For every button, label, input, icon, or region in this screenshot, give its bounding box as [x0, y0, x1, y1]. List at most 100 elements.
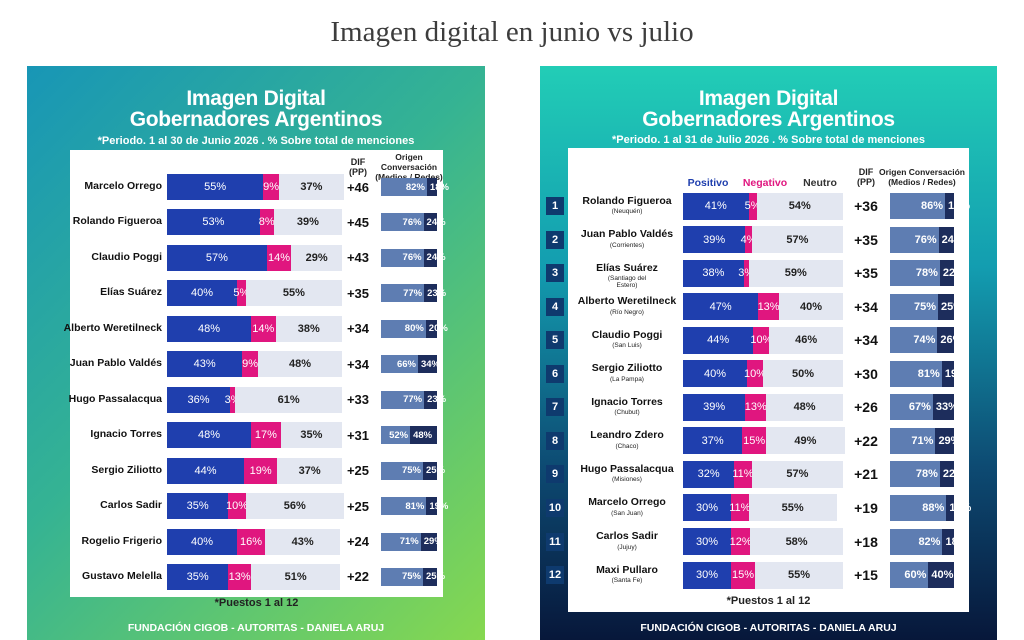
governor-name: Carlos Sadir [100, 499, 162, 512]
bar-segment: 13% [758, 293, 780, 321]
rank-badge: 10 [546, 498, 564, 517]
bar-label: 10% [750, 334, 773, 347]
origin-header: Origen Conversación (Medios / Redes) [375, 152, 443, 182]
dif-value: +24 [346, 534, 370, 549]
bar-label: 40% [190, 535, 214, 548]
origin-segment: 71% [890, 427, 936, 454]
bar-label: 43% [291, 535, 314, 548]
bar-segment: 13% [745, 393, 767, 421]
dif-value: +21 [854, 466, 878, 483]
bar-segment: 50% [763, 360, 843, 388]
bar-segment: 56% [245, 493, 344, 520]
origin-segment: 18% [942, 528, 968, 555]
bar-segment: 14% [266, 244, 292, 271]
origin-label: 76% [914, 233, 937, 246]
origin-label: 74% [913, 334, 936, 347]
origin-label: 60% [904, 569, 927, 582]
bar-segment: 55% [167, 174, 264, 200]
bar-label: 35% [186, 500, 209, 513]
origin-segment: 34% [417, 355, 440, 374]
legend-label: Neutro [803, 177, 837, 189]
origin-segment: 78% [890, 260, 940, 287]
bar-label: 47% [709, 300, 732, 313]
origin-segment: 23% [424, 284, 446, 303]
bar-segment: 38% [275, 315, 342, 342]
bar-label: 38% [297, 322, 320, 335]
bar-segment: 15% [731, 561, 755, 589]
dif-value: +22 [346, 569, 370, 585]
bar-segment: 15% [742, 427, 767, 455]
origin-label: 14% [948, 200, 971, 212]
bar-segment: 9% [242, 351, 258, 378]
origin-label: 24% [426, 252, 446, 264]
governor-name: Rogelio Frigerio [81, 534, 162, 547]
bar-label: 44% [707, 334, 730, 347]
bar-segment: 53% [167, 209, 260, 236]
governor-name: Elías Suárez [596, 261, 658, 274]
governor-name: Alberto Weretilneck [63, 321, 162, 334]
bar-label: 13% [744, 401, 767, 414]
origin-segment: 67% [890, 394, 933, 421]
origin-segment: 29% [420, 532, 443, 551]
bar-label: 48% [288, 358, 312, 371]
governor-name: Carlos Sadir [596, 530, 658, 542]
bar-segment: 35% [167, 563, 229, 590]
bar-label: 40% [799, 300, 823, 313]
origin-segment: 78% [890, 461, 940, 488]
province-name: (Santiago del Estero) [607, 275, 647, 290]
footnote: *Puestos 1 al 12 [214, 597, 299, 609]
bar-segment: 57% [167, 244, 267, 271]
origin-label: 19% [944, 367, 967, 380]
bar-segment: 37% [683, 427, 743, 455]
rank-badge: 5 [546, 331, 564, 350]
origin-label: 19% [429, 500, 449, 512]
province-name: (Río Negro) [610, 308, 644, 316]
origin-segment: 81% [890, 360, 942, 387]
bar-segment: 30% [683, 494, 731, 522]
origin-segment: 74% [890, 327, 938, 354]
footnote: *Puestos 1 al 12 [726, 595, 811, 607]
dif-value: +18 [854, 533, 878, 550]
rank-badge: 9 [546, 465, 564, 484]
origin-label: 76% [402, 252, 422, 264]
panel-subtitle: *Periodo. 1 al 31 de Julio 2026 . % Sobr… [612, 134, 925, 146]
bar-label: 9% [242, 358, 259, 371]
origin-label: 75% [401, 571, 421, 583]
origin-label: 78% [915, 468, 938, 481]
dif-header: DIF (PP) [857, 167, 875, 187]
origin-segment: 25% [423, 567, 445, 586]
bar-segment: 49% [766, 427, 845, 455]
origin-label: 22% [942, 267, 965, 280]
rank-badge: 8 [546, 431, 564, 450]
province-name: (Neuquén) [611, 208, 643, 215]
governor-name: Marcelo Orrego [84, 180, 162, 192]
bar-label: 46% [795, 334, 818, 347]
bar-label: 43% [193, 358, 216, 371]
origin-segment: 29% [935, 427, 960, 454]
bar-segment: 57% [751, 460, 843, 488]
origin-label: 66% [396, 358, 416, 370]
origin-label: 80% [404, 323, 424, 335]
origin-header: Origen Conversación (Medios / Redes) [879, 167, 965, 187]
bar-segment: 8% [259, 209, 275, 236]
bar-segment: 12% [730, 528, 752, 555]
panel-title: Gobernadores Argentinos [642, 108, 895, 131]
bar-label: 40% [703, 367, 727, 380]
bar-segment: 55% [245, 280, 342, 307]
governor-name: Sergio Ziliotto [91, 463, 162, 476]
dif-value: +34 [854, 298, 878, 315]
bar-segment: 41% [683, 192, 749, 220]
dif-value: +31 [346, 427, 370, 443]
bar-label: 29% [305, 251, 328, 264]
origin-label: 76% [402, 216, 422, 228]
bar-label: 54% [788, 200, 811, 212]
origin-segment: 24% [938, 226, 964, 253]
dif-value: +25 [346, 463, 370, 479]
origin-segment: 75% [890, 293, 938, 320]
province-name: (Jujuy) [617, 543, 637, 551]
governor-name: Alberto Weretilneck [577, 295, 677, 308]
bar-segment: 43% [265, 528, 341, 555]
governor-name: Marcelo Orrego [588, 496, 666, 509]
bar-label: 59% [784, 267, 807, 280]
